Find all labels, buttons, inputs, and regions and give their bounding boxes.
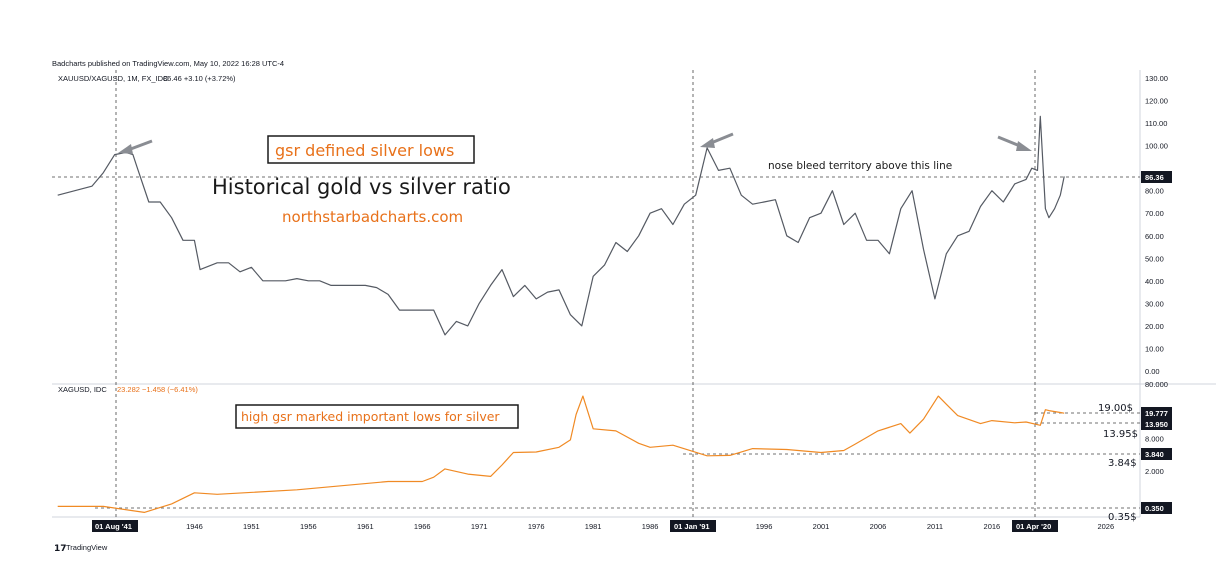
silver-axis-tick-label: 8.000 [1145, 434, 1164, 443]
silver-tag-bg-2 [1141, 448, 1172, 460]
ratio-axis-tick-label: 20.00 [1145, 322, 1164, 331]
ratio-axis-tick-label: 10.00 [1145, 344, 1164, 353]
silver-tag-0: 19.777 [1145, 409, 1168, 418]
top-legend-symbol[interactable]: XAUUSD/XAGUSD, 1M, FX_IDC [58, 74, 169, 83]
time-axis-tick-label: 1951 [243, 522, 260, 531]
time-axis-tick-label: 1981 [585, 522, 602, 531]
ratio-price-axis[interactable]: 130.00 120.00 110.00 100.00 80.00 70.00 60.00 5… [1145, 74, 1168, 376]
nose-bleed-note: nose bleed territory above this line [768, 160, 952, 172]
silver-tag-2: 3.840 [1145, 450, 1164, 459]
silver-tag-bg-1 [1141, 418, 1172, 430]
silver-tag-bg-0 [1141, 407, 1172, 419]
time-axis-tick-label: 1986 [642, 522, 659, 531]
published-note: Badcharts published on TradingView.com, … [52, 59, 284, 68]
silver-series-line [57, 395, 1065, 514]
boxed-top-text: gsr defined silver lows [275, 141, 454, 160]
time-axis-tick-label: 1966 [414, 522, 431, 531]
date-tag-bg-0 [92, 520, 138, 532]
level-label-13: 13.95$ [1103, 429, 1138, 440]
time-axis-tick-label: 1996 [756, 522, 773, 531]
silver-tag-1: 13.950 [1145, 420, 1168, 429]
arrow-icon-1991 [700, 132, 734, 148]
level-label-384: 3.84$ [1108, 458, 1137, 469]
arrow-icon-2020 [997, 135, 1032, 151]
tradingview-logo-icon: 17 [54, 544, 67, 554]
date-tag-bg-2 [1012, 520, 1058, 532]
ratio-series-line [57, 115, 1065, 336]
ratio-axis-tick-label: 120.00 [1145, 97, 1168, 106]
ratio-axis-tick-label: 30.00 [1145, 299, 1164, 308]
level-label-19: 19.00$ [1098, 403, 1133, 414]
level-label-035: 0.35$ [1108, 512, 1137, 523]
ratio-axis-tick-label: 80.00 [1145, 187, 1164, 196]
date-tag-1: 01 Jan '91 [674, 522, 710, 531]
date-tag-2: 01 Apr '20 [1016, 522, 1051, 531]
time-axis[interactable]: 1946195119561961196619711976198119861991… [186, 522, 1114, 531]
time-axis-tick-label: 2016 [984, 522, 1001, 531]
date-tag-0: 01 Aug '41 [95, 522, 132, 531]
boxed-top-frame [267, 135, 475, 164]
time-axis-tick-label: 2011 [927, 522, 943, 531]
time-axis-tick-label: 1971 [471, 522, 488, 531]
ratio-axis-tick-label: 130.00 [1145, 74, 1168, 83]
footer-brand[interactable]: TradingView [66, 543, 108, 552]
ratio-last-value-text: 86.36 [1145, 173, 1164, 182]
time-axis-tick-label: 2001 [813, 522, 830, 531]
top-legend-values: 86.46 +3.10 (+3.72%) [163, 74, 236, 83]
time-axis-tick-label: 1961 [357, 522, 374, 531]
time-axis-tick-label: 1946 [186, 522, 203, 531]
bottom-legend-symbol[interactable]: XAGUSD, IDC [58, 385, 107, 394]
boxed-bottom-text: high gsr marked important lows for silve… [241, 409, 500, 424]
time-axis-tick-label: 1976 [528, 522, 545, 531]
ratio-axis-tick-label: 40.00 [1145, 277, 1164, 286]
silver-axis-tick-label: 2.000 [1145, 467, 1164, 476]
time-axis-tick-label: 1956 [300, 522, 317, 531]
silver-tag-3: 0.350 [1145, 504, 1164, 513]
silver-axis-tick-label: 80.000 [1145, 380, 1168, 389]
bottom-legend-values: 23.282 −1.458 (−6.41%) [117, 385, 198, 394]
website-text: northstarbadcharts.com [282, 208, 463, 226]
date-tag-bg-1 [670, 520, 716, 532]
silver-tag-bg-3 [1141, 502, 1172, 514]
arrow-icon-1941 [118, 139, 153, 154]
boxed-bottom-frame [235, 404, 519, 429]
chart-headline: Historical gold vs silver ratio [212, 175, 511, 199]
time-axis-tick-label: 2006 [870, 522, 887, 531]
ratio-axis-tick-label: 50.00 [1145, 254, 1164, 263]
ratio-last-value-tag [1141, 171, 1172, 183]
time-axis-tick-label: 2026 [1097, 522, 1114, 531]
ratio-axis-tick-label: 60.00 [1145, 232, 1164, 241]
ratio-axis-tick-label: 70.00 [1145, 209, 1164, 218]
ratio-axis-tick-label: 100.00 [1145, 142, 1168, 151]
ratio-axis-tick-label: 0.00 [1145, 367, 1160, 376]
ratio-axis-tick-label: 110.00 [1145, 119, 1167, 128]
